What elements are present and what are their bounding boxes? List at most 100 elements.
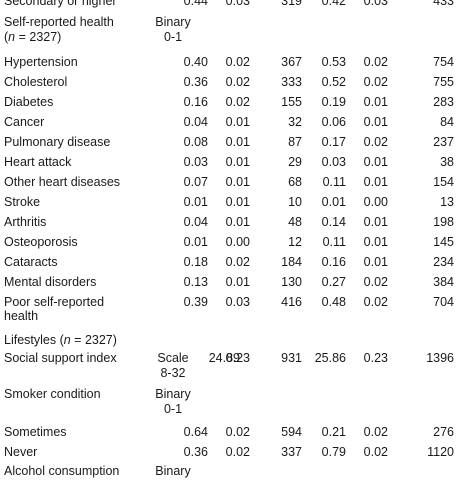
cell-value: 0.00 [363, 195, 388, 209]
cell-value: 0.02 [225, 75, 250, 89]
table-row: Other heart diseases 0.07 0.01 68 0.11 0… [0, 175, 474, 191]
table-row: Sometimes 0.64 0.02 594 0.21 0.02 276 [0, 425, 474, 441]
cell-value: 0.16 [183, 95, 208, 109]
variable-type: Binary [155, 464, 191, 478]
cell-value: 704 [433, 295, 454, 309]
section-label-text: Lifestyles ( [4, 333, 64, 347]
table-row: Social support index Scale 8-32 24.89 0.… [0, 351, 474, 383]
cell-value: 0.02 [225, 55, 250, 69]
table-row: Poor self-reported health 0.39 0.03 416 … [0, 295, 474, 327]
cell-value: 237 [433, 135, 454, 149]
cell-value: 283 [433, 95, 454, 109]
cell-value: 0.13 [183, 275, 208, 289]
table-row: Arthritis 0.04 0.01 48 0.14 0.01 198 [0, 215, 474, 231]
table-row: Smoker condition Binary 0-1 [0, 387, 474, 419]
cell-value: 0.14 [321, 215, 346, 229]
cell-value: 68 [288, 175, 302, 189]
cell-value: 0.01 [225, 275, 250, 289]
row-label: Alcohol consumption [4, 464, 120, 478]
cell-value: 0.01 [225, 175, 250, 189]
cell-value: 0.02 [225, 95, 250, 109]
table-row: Never 0.36 0.02 337 0.79 0.02 1120 [0, 445, 474, 461]
label-count: = 2327) [15, 30, 62, 44]
row-label: Cataracts [4, 255, 58, 269]
cell-value: 0.02 [225, 425, 250, 439]
row-label: Cholesterol [4, 75, 68, 89]
label-n: n [8, 30, 16, 44]
table-row: Alcohol consumption Binary [0, 464, 474, 480]
cell-value: 184 [281, 255, 302, 269]
row-label: Cancer [4, 115, 45, 129]
cell-value: 276 [433, 425, 454, 439]
table-row: Heart attack 0.03 0.01 29 0.03 0.01 38 [0, 155, 474, 171]
cell-value: 0.53 [321, 55, 346, 69]
cell-value: 0.02 [363, 445, 388, 459]
cell-value: 0.01 [225, 135, 250, 149]
cell-value: 234 [433, 255, 454, 269]
cell-value: 29 [288, 155, 302, 169]
cell-value: 0.11 [322, 235, 346, 249]
cell-value: 13 [440, 195, 454, 209]
cell-value: 0.02 [225, 445, 250, 459]
cell-value: 0.03 [225, 295, 250, 309]
table-row: Cholesterol 0.36 0.02 333 0.52 0.02 755 [0, 75, 474, 91]
cell-value: 0.01 [183, 235, 208, 249]
cell-value: 433 [433, 0, 454, 8]
cell-value: 0.01 [363, 235, 388, 249]
section-header-row: Self-reported health (n = 2327) Binary 0-… [0, 15, 474, 47]
cell-value: 0.03 [183, 155, 208, 169]
cell-value: 0.01 [183, 195, 208, 209]
type-line: Binary [155, 387, 191, 401]
section-header-row: Lifestyles (n = 2327) [0, 333, 474, 349]
cell-value: 594 [281, 425, 302, 439]
cell-value: 0.79 [321, 445, 346, 459]
cell-value: 0.01 [363, 155, 388, 169]
cell-value: 0.23 [225, 351, 250, 365]
cell-value: 0.16 [321, 255, 346, 269]
label-open-paren: ( [4, 30, 9, 44]
row-label: Hypertension [4, 55, 78, 69]
cell-value: 0.01 [225, 215, 250, 229]
cell-value: 0.42 [321, 0, 346, 8]
variable-type: Binary 0-1 [148, 387, 198, 417]
cell-value: 0.02 [225, 255, 250, 269]
cell-value: 24.89 [208, 351, 240, 365]
row-label-line: Poor self-reported [4, 295, 105, 309]
row-label: Mental disorders [4, 275, 97, 289]
row-label: Arthritis [4, 215, 47, 229]
cell-value: 0.39 [183, 295, 208, 309]
cell-value: 0.03 [321, 155, 346, 169]
cell-value: 0.01 [363, 255, 388, 269]
row-label: Smoker condition [4, 387, 101, 401]
variable-type: Scale 8-32 [148, 351, 198, 381]
table-row: Cataracts 0.18 0.02 184 0.16 0.01 234 [0, 255, 474, 271]
cell-value: 0.03 [225, 0, 250, 8]
cell-value: 0.08 [183, 135, 208, 149]
cell-value: 0.03 [363, 0, 388, 8]
type-line: Scale [157, 351, 189, 365]
row-label: Secondary or higher [4, 0, 117, 8]
row-label: Heart attack [4, 155, 72, 169]
cell-value: 0.18 [183, 255, 208, 269]
cell-value: 0.01 [363, 115, 388, 129]
cell-value: 0.17 [321, 135, 346, 149]
cell-value: 1396 [426, 351, 454, 365]
cell-value: 84 [440, 115, 454, 129]
cell-value: 0.06 [321, 115, 346, 129]
cell-value: 333 [281, 75, 302, 89]
cell-value: 0.02 [363, 75, 388, 89]
row-label: Diabetes [4, 95, 54, 109]
cell-value: 0.52 [321, 75, 346, 89]
table-row: Hypertension 0.40 0.02 367 0.53 0.02 754 [0, 55, 474, 71]
cell-value: 0.40 [183, 55, 208, 69]
table-row: Mental disorders 0.13 0.01 130 0.27 0.02… [0, 275, 474, 291]
cell-value: 0.01 [225, 155, 250, 169]
cell-value: 0.11 [322, 175, 346, 189]
label-count: = 2327) [70, 333, 117, 347]
cell-value: 130 [281, 275, 302, 289]
cell-value: 0.02 [363, 135, 388, 149]
cell-value: 0.04 [183, 215, 208, 229]
cell-value: 0.04 [183, 115, 208, 129]
cell-value: 0.02 [363, 275, 388, 289]
cell-value: 32 [288, 115, 302, 129]
